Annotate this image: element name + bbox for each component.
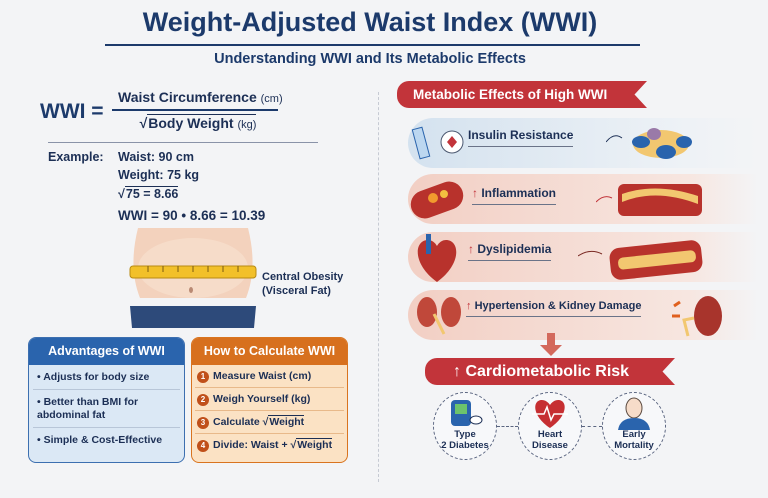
central-obesity-label: Central Obesity (Visceral Fat) xyxy=(262,270,343,298)
outcome-text: Disease xyxy=(532,440,568,451)
step-item: 2 Weigh Yourself (kg) xyxy=(195,388,344,411)
effect-text: Insulin Resistance xyxy=(468,128,574,142)
effect-text: Inflammation xyxy=(481,186,557,200)
outcome-diabetes: Type 2 Diabetes xyxy=(433,392,497,460)
advantage-item: • Simple & Cost-Effective xyxy=(37,434,163,446)
advantages-panel: Advantages of WWI • Adjusts for body siz… xyxy=(28,337,185,463)
outcome-text: Type xyxy=(454,429,476,440)
outcome-text: 2 Diabetes xyxy=(441,440,489,451)
example-line: √75 = 8.66 xyxy=(118,186,179,201)
advantage-text: Better than BMI for abdominal fat xyxy=(37,396,139,421)
effect-row-inflammation: ↑ Inflammation xyxy=(408,174,758,224)
up-arrow-icon: ↑ xyxy=(453,363,461,380)
effect-row-dyslipidemia: ↑ Dyslipidemia xyxy=(408,232,758,282)
outcome-mortality: Early Mortality xyxy=(602,392,666,460)
effect-label: ↑ Hypertension & Kidney Damage xyxy=(466,299,642,317)
denominator-unit: (kg) xyxy=(237,119,257,131)
step-sqrt: Weight xyxy=(268,415,305,428)
effect-label: ↑ Dyslipidemia xyxy=(468,242,552,261)
outcome-text: Heart xyxy=(537,429,563,440)
page-subtitle: Understanding WWI and Its Metabolic Effe… xyxy=(214,51,526,67)
artery-lipid-icon xyxy=(578,240,703,280)
outcome-heart-disease: Heart Disease xyxy=(518,392,582,460)
label-line: Central Obesity xyxy=(262,271,344,283)
example-label: Example: xyxy=(48,150,104,164)
label-line: (Visceral Fat) xyxy=(262,285,331,297)
kidney-icon xyxy=(417,297,461,335)
artery-plaque-icon xyxy=(596,184,702,216)
advantage-item: • Better than BMI for abdominal fat xyxy=(33,390,180,428)
example-line: WWI = 90 • 8.66 = 10.39 xyxy=(118,208,266,223)
step-item: 4 Divide: Waist + √Weight xyxy=(195,434,344,456)
how-to-panel: How to Calculate WWI 1 Measure Waist (cm)… xyxy=(191,337,348,463)
example-line: Waist: 90 cm xyxy=(118,150,194,164)
step-number: 2 xyxy=(197,394,209,406)
artery-icon xyxy=(410,181,464,219)
numerator-unit: (cm) xyxy=(260,93,283,105)
column-divider xyxy=(378,92,379,482)
risk-title: Cardiometabolic Risk xyxy=(465,363,630,380)
formula-lhs: WWI = xyxy=(40,100,104,123)
advantage-text: Adjusts for body size xyxy=(43,371,150,383)
effect-text: Hypertension & Kidney Damage xyxy=(474,300,642,312)
denominator-text: Body Weight xyxy=(148,115,234,131)
down-arrow-icon xyxy=(540,333,562,356)
step-number: 1 xyxy=(197,371,209,383)
up-arrow-icon: ↑ xyxy=(472,186,478,200)
page-title: Weight-Adjusted Waist Index (WWI) xyxy=(142,7,598,37)
effects-banner: Metabolic Effects of High WWI xyxy=(397,81,647,108)
effect-label: ↑ Inflammation xyxy=(472,186,557,205)
outcome-text: Mortality xyxy=(614,440,654,451)
glucose-meter-icon xyxy=(451,400,483,426)
effect-label: Insulin Resistance xyxy=(468,128,574,147)
fat-cells-icon xyxy=(606,128,692,159)
advantage-item: • Adjusts for body size xyxy=(33,365,180,390)
title-divider xyxy=(105,44,640,46)
damaged-kidney-icon xyxy=(672,296,722,337)
step-sqrt: Weight xyxy=(296,438,333,451)
advantages-title: Advantages of WWI xyxy=(29,338,184,365)
heartbeat-icon xyxy=(532,400,568,428)
step-number: 3 xyxy=(197,417,209,429)
risk-banner: ↑ Cardiometabolic Risk xyxy=(425,358,675,385)
connector-line xyxy=(582,426,602,427)
step-text: Calculate xyxy=(213,416,260,428)
numerator-text: Waist Circumference xyxy=(118,89,257,105)
example-sqrt: 75 = 8.66 xyxy=(124,186,179,201)
step-text: Divide: Waist + xyxy=(213,439,288,451)
heart-icon xyxy=(417,234,457,282)
step-number: 4 xyxy=(197,440,209,452)
advantage-text: Simple & Cost-Effective xyxy=(43,434,163,446)
outcome-text: Early xyxy=(622,429,646,440)
belly-illustration xyxy=(129,228,257,328)
formula-numerator: Waist Circumference (cm) xyxy=(118,89,283,108)
syringe-icon xyxy=(411,126,464,160)
how-to-title: How to Calculate WWI xyxy=(192,338,347,365)
step-text: Measure Waist (cm) xyxy=(213,370,312,382)
effect-text: Dyslipidemia xyxy=(477,242,552,256)
formula-divider xyxy=(48,142,318,143)
connector-line xyxy=(497,426,518,427)
effect-row-hypertension: ↑ Hypertension & Kidney Damage xyxy=(408,290,758,340)
example-line: Weight: 75 kg xyxy=(118,168,200,182)
effect-row-insulin: Insulin Resistance xyxy=(408,118,758,168)
formula-denominator: √Body Weight (kg) xyxy=(139,114,257,131)
fraction-bar xyxy=(112,109,278,111)
step-item: 3 Calculate √Weight xyxy=(195,411,344,434)
person-icon xyxy=(618,397,650,430)
step-text: Weigh Yourself (kg) xyxy=(213,393,311,405)
up-arrow-icon: ↑ xyxy=(468,242,474,256)
up-arrow-icon: ↑ xyxy=(466,300,472,312)
step-item: 1 Measure Waist (cm) xyxy=(195,365,344,388)
